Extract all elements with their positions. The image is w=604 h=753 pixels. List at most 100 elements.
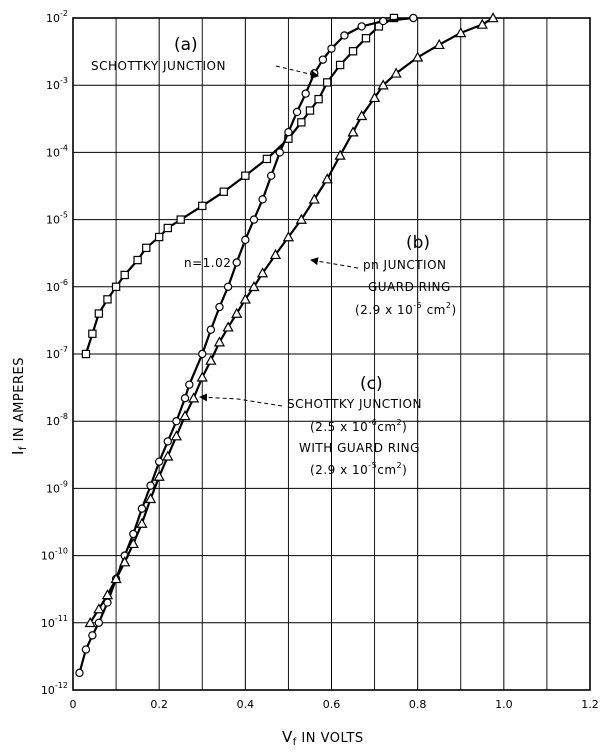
- data-point-square: [305, 106, 315, 115]
- data-point-triangle: [377, 79, 389, 90]
- data-point-circle: [154, 457, 164, 466]
- x-tick-label: 0.2: [150, 698, 168, 711]
- data-point-square: [219, 187, 228, 196]
- data-point-triangle: [476, 18, 488, 29]
- data-point-square: [154, 232, 164, 242]
- data-point-square: [389, 13, 399, 23]
- data-point-square: [120, 270, 129, 280]
- x-tick-label: 0.8: [409, 698, 427, 711]
- data-point-circle: [88, 631, 97, 640]
- annotation-b-arrow: [310, 257, 359, 269]
- data-point-triangle: [321, 173, 333, 184]
- data-point-triangle: [282, 231, 295, 242]
- data-point-circle: [327, 44, 336, 53]
- data-point-triangle: [110, 573, 122, 584]
- data-point-triangle: [222, 321, 234, 332]
- data-point-triangle: [455, 27, 467, 38]
- data-point-circle: [163, 437, 172, 446]
- data-point-circle: [223, 282, 233, 291]
- data-point-triangle: [84, 616, 96, 628]
- data-point-circle: [241, 235, 250, 245]
- y-tick-label: 10-4: [46, 143, 68, 159]
- data-point-circle: [94, 618, 104, 628]
- annotation-b-line2: GUARD RING: [368, 280, 451, 294]
- data-point-triangle: [213, 336, 226, 347]
- y-tick-label: 10-11: [41, 614, 68, 630]
- annotation-n: n=1.02: [184, 256, 231, 270]
- data-point-square: [335, 60, 345, 70]
- data-point-square: [103, 295, 112, 304]
- data-point-circle: [379, 16, 388, 26]
- data-point-square: [314, 94, 323, 104]
- data-point-square: [94, 309, 104, 318]
- data-point-circle: [172, 417, 181, 426]
- y-tick-label: 10-10: [41, 547, 68, 563]
- data-point-circle: [146, 481, 155, 490]
- data-point-circle: [81, 645, 91, 654]
- data-point-square: [262, 154, 272, 164]
- data-point-square: [163, 223, 172, 233]
- x-tick-label: 0.6: [323, 698, 341, 711]
- data-point-circle: [340, 31, 349, 40]
- x-tick-labels: 0 0.2 0.4 0.6 0.8 1.0 1.2: [70, 698, 599, 711]
- data-point-triangle: [162, 450, 174, 461]
- data-point-triangle: [487, 12, 499, 23]
- y-tick-labels: 10-12 10-11 10-10 10-9 10-8 10-7 10-6 10-5 10-4 1…: [41, 9, 68, 697]
- data-point-triangle: [101, 589, 114, 600]
- data-point-triangle: [368, 91, 381, 103]
- data-point-square: [81, 349, 91, 359]
- data-point-triangle: [144, 492, 157, 504]
- data-point-square: [142, 243, 151, 253]
- data-point-triangle: [248, 280, 260, 292]
- annotation-a-text: SCHOTTKY JUNCTION: [91, 59, 226, 73]
- y-axis-title: If IN AMPERES: [9, 357, 29, 455]
- data-point-triangle: [334, 149, 346, 160]
- data-point-square: [361, 34, 371, 43]
- data-point-square: [297, 118, 306, 127]
- data-point-circle: [310, 69, 319, 78]
- data-point-circle: [318, 55, 328, 64]
- annotation-c-arrow: [199, 393, 283, 407]
- annotation-b-area: (2.9 x 10-5 cm2): [355, 301, 457, 317]
- data-point-triangle: [127, 537, 139, 549]
- data-point-triangle: [93, 603, 105, 614]
- data-point-circle: [266, 171, 276, 180]
- annotation-b-line1: pn JUNCTION: [363, 258, 447, 272]
- data-point-circle: [275, 148, 284, 157]
- annotation-c-line3: WITH GUARD RING: [299, 441, 420, 455]
- x-axis-title: Vf IN VOLTS: [282, 728, 364, 748]
- annotation-c-line1: SCHOTTKY JUNCTION: [287, 397, 422, 411]
- data-point-triangle: [390, 67, 402, 78]
- annotation-a-label: (a): [174, 35, 198, 55]
- y-tick-label: 10-2: [46, 9, 68, 25]
- data-point-circle: [137, 504, 147, 513]
- data-point-triangle: [239, 293, 251, 304]
- data-point-circle: [206, 325, 216, 334]
- data-point-circle: [292, 107, 302, 117]
- data-point-triangle: [295, 213, 307, 224]
- data-point-square: [176, 215, 185, 224]
- data-point-triangle: [170, 430, 183, 441]
- data-point-square: [322, 78, 332, 87]
- annotation-a-arrow: [275, 65, 319, 79]
- data-point-triangle: [136, 517, 148, 528]
- data-point-triangle: [269, 248, 282, 260]
- data-point-circle: [409, 13, 418, 23]
- data-point-triangle: [153, 470, 165, 481]
- data-point-square: [348, 47, 358, 56]
- data-point-square: [88, 329, 97, 338]
- data-point-circle: [258, 195, 267, 204]
- x-tick-label: 1.2: [581, 698, 599, 711]
- data-point-circle: [215, 302, 224, 312]
- annotation-c-label: (c): [360, 374, 383, 394]
- x-tick-label: 0: [70, 698, 77, 711]
- data-point-triangle: [196, 371, 208, 382]
- y-tick-label: 10-5: [46, 211, 68, 227]
- series-line: [89, 17, 494, 624]
- annotation-b-label: (b): [406, 233, 430, 253]
- data-point-square: [198, 201, 207, 211]
- series-circle: [75, 13, 418, 678]
- data-point-square: [241, 171, 250, 180]
- data-point-circle: [284, 127, 293, 137]
